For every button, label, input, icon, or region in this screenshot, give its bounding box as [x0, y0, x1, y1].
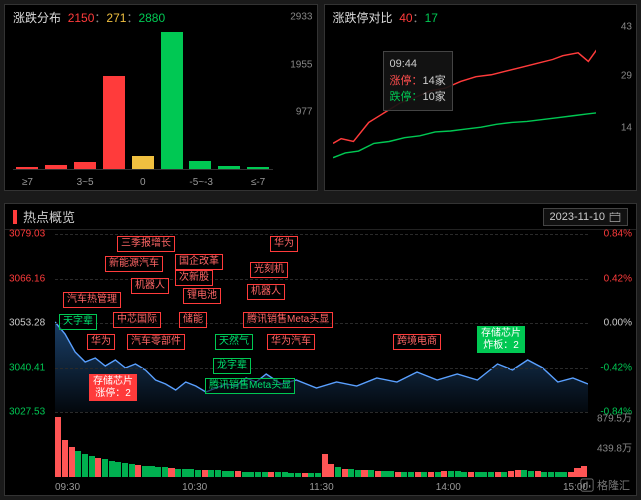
hot-tag[interactable]: 天字辈: [59, 314, 97, 330]
tooltip-down-label: 跌停：: [390, 91, 423, 103]
hot-tag[interactable]: 存储芯片 炸板：2: [477, 326, 525, 353]
hot-tag[interactable]: 天然气: [215, 334, 253, 350]
volume-chart: [55, 417, 588, 477]
tooltip-up-label: 涨停：: [390, 75, 423, 87]
hot-tag[interactable]: 中芯国际: [113, 312, 161, 328]
hot-header: 热点概览 2023-11-10: [5, 204, 636, 230]
hot-tag[interactable]: 龙字辈: [213, 358, 251, 374]
distribution-title: 涨跌分布 2150：271：2880: [13, 9, 165, 26]
limit-tooltip: 09:44 涨停：14家 跌停：10家: [383, 51, 453, 111]
dist-bar: [103, 76, 125, 169]
hot-y-axis-right: 0.84%0.42%0.00%-0.42%-0.84%: [588, 234, 632, 412]
volume-y-axis: 879.5万439.8万: [588, 417, 632, 477]
tooltip-up-value: 14家: [423, 75, 446, 87]
distribution-y-axis: 29331955977: [277, 5, 313, 172]
calendar-icon: [609, 211, 621, 223]
hot-tag[interactable]: 腾讯销售Meta头显: [243, 312, 333, 328]
hot-y-axis-left: 3079.033066.163053.283040.413027.53: [9, 234, 55, 412]
dist-bar: [16, 167, 38, 169]
watermark-text: 格隆汇: [597, 477, 630, 493]
watermark: 格隆汇: [580, 477, 630, 493]
limit-y-axis: 432914: [596, 5, 632, 172]
hot-tag[interactable]: 国企改革: [175, 254, 223, 270]
hot-tag[interactable]: 汽车热管理: [63, 292, 121, 308]
dist-bar: [247, 167, 269, 169]
dist-bar: [189, 161, 211, 169]
dist-flat-count: 271: [106, 11, 126, 25]
hot-tag[interactable]: 跨境电商: [393, 334, 441, 350]
hot-tag[interactable]: 华为汽车: [267, 334, 315, 350]
limit-line-chart: [333, 29, 597, 172]
logo-icon: [580, 478, 594, 492]
hot-tag[interactable]: 华为: [270, 236, 298, 252]
hot-tag[interactable]: 存储芯片 涨停：2: [89, 374, 137, 401]
distribution-x-axis: ≥73~50-5~-3≤-7: [13, 177, 273, 188]
tooltip-down-value: 10家: [423, 91, 446, 103]
date-picker[interactable]: 2023-11-10: [543, 208, 628, 226]
hot-tag[interactable]: 机器人: [131, 278, 169, 294]
hot-tag[interactable]: 三季报增长: [117, 236, 175, 252]
tooltip-time: 09:44: [390, 56, 446, 73]
limit-title-label: 涨跌停对比: [333, 11, 393, 25]
distribution-panel: 涨跌分布 2150：271：2880 ≥73~50-5~-3≤-7 293319…: [4, 4, 318, 191]
time-axis: 09:3010:3011:3014:0015:00: [55, 482, 588, 493]
dist-title-label: 涨跌分布: [13, 11, 61, 25]
hot-tag[interactable]: 机器人: [247, 284, 285, 300]
hot-tag[interactable]: 锂电池: [183, 288, 221, 304]
hot-tag[interactable]: 新能源汽车: [105, 256, 163, 272]
date-value: 2023-11-10: [550, 211, 605, 223]
hot-tag[interactable]: 汽车零部件: [127, 334, 185, 350]
limit-up-count: 40: [399, 11, 412, 25]
hot-tag[interactable]: 储能: [179, 312, 207, 328]
limit-down-count: 17: [425, 11, 438, 25]
hot-accent-bar: [13, 210, 17, 224]
hot-main-chart[interactable]: 三季报增长华为新能源汽车国企改革次新股光刻机机器人锂电池机器人汽车热管理天字辈中…: [55, 234, 588, 412]
hot-tag[interactable]: 次新股: [175, 270, 213, 286]
dist-bar: [218, 166, 240, 169]
limit-compare-panel: 涨跌停对比 40：17 432914 09:44 涨停：14家 跌停：10家: [324, 4, 638, 191]
hot-title: 热点概览: [23, 207, 75, 226]
dist-up-count: 2150: [68, 11, 95, 25]
distribution-bars: [13, 29, 273, 170]
dist-down-count: 2880: [138, 11, 165, 25]
hot-tag[interactable]: 光刻机: [250, 262, 288, 278]
dist-bar: [161, 32, 183, 169]
dist-bar: [74, 162, 96, 169]
limit-title: 涨跌停对比 40：17: [333, 9, 438, 26]
hot-overview-panel: 热点概览 2023-11-10 3079.033066.163053.28304…: [4, 203, 637, 496]
hot-tag[interactable]: 腾讯销售Meta头显: [205, 378, 295, 394]
dist-bar: [45, 165, 67, 169]
hot-tag[interactable]: 华为: [87, 334, 115, 350]
dist-bar: [132, 156, 154, 169]
